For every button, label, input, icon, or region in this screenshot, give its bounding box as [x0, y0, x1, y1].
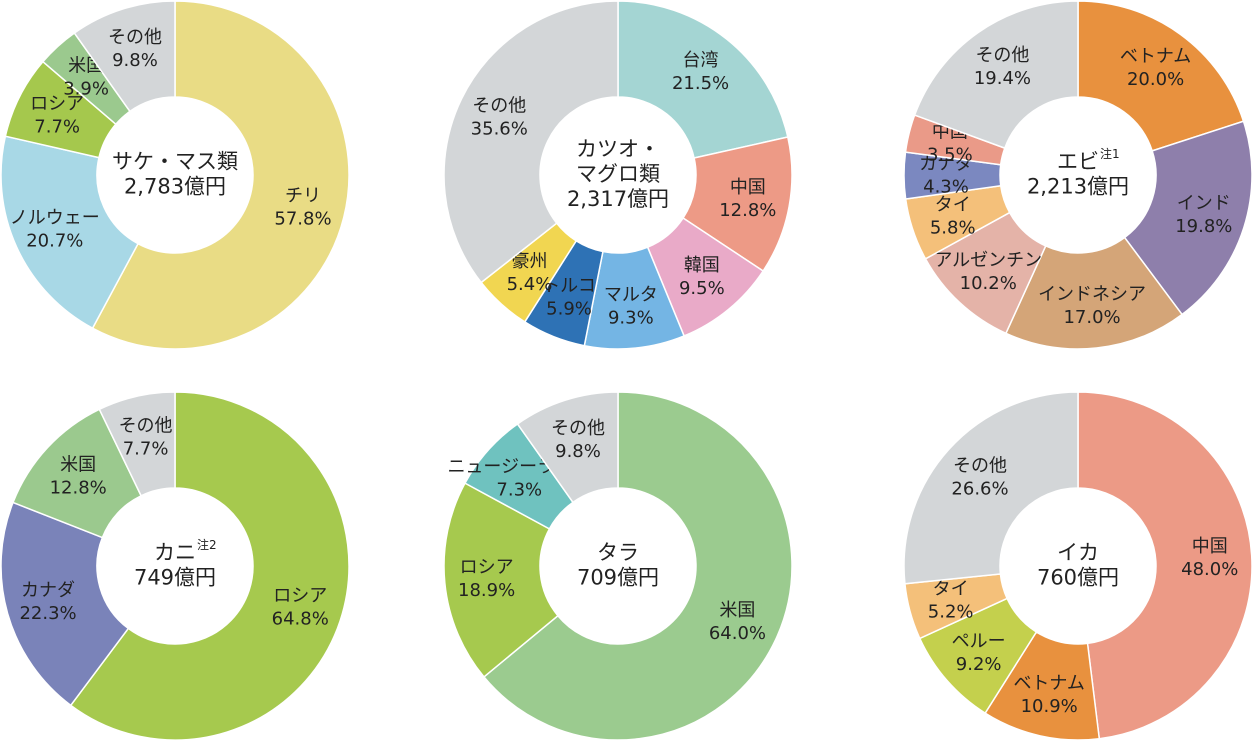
value-label: 9.2%: [956, 654, 1002, 675]
slice-label: 米国: [719, 600, 755, 621]
value-label: 7.7%: [34, 117, 80, 138]
value-label: 35.6%: [471, 118, 528, 139]
value-label: 48.0%: [1181, 559, 1238, 580]
center-label: エビ: [1057, 150, 1099, 174]
center-label: 2,783億円: [124, 175, 226, 199]
slice-label: ベトナム: [1013, 673, 1084, 694]
slice-label: ノルウェー: [10, 208, 100, 229]
center-label: 760億円: [1037, 566, 1119, 590]
center-label: 709億円: [577, 566, 659, 590]
slice-label: アルゼンチン: [934, 250, 1042, 271]
value-label: 18.9%: [458, 580, 515, 601]
value-label: 19.8%: [1175, 216, 1232, 237]
slice: [91, 0, 350, 350]
slice: [98, 391, 176, 497]
value-label: 12.8%: [50, 477, 107, 498]
value-label: 64.0%: [709, 623, 766, 644]
value-label: 5.4%: [507, 274, 553, 295]
value-label: 7.3%: [496, 479, 542, 500]
value-label: 10.2%: [960, 273, 1017, 294]
slice-label: タイ: [935, 195, 971, 216]
slice-label: その他: [472, 95, 526, 116]
value-label: 64.8%: [272, 609, 329, 630]
slice-label: タイ: [933, 579, 969, 600]
slice-label: ロシア: [273, 586, 327, 607]
slice-label: 豪州: [511, 251, 547, 272]
slice: [482, 391, 793, 741]
slice: [913, 0, 1079, 150]
slice: [73, 0, 176, 113]
value-label: 3.9%: [63, 78, 109, 99]
slice-label: その他: [975, 45, 1029, 66]
slice: [1123, 120, 1253, 316]
value-label: 7.7%: [123, 438, 169, 459]
center-label: イカ: [1057, 541, 1099, 565]
value-label: 19.4%: [974, 68, 1031, 89]
value-label: 20.7%: [26, 231, 83, 252]
value-label: 9.5%: [679, 278, 725, 299]
slice-label: その他: [119, 415, 173, 436]
value-label: 20.0%: [1127, 69, 1184, 90]
slice-label: 中国: [1192, 536, 1228, 557]
value-label: 10.9%: [1021, 696, 1078, 717]
center-label: カニ: [154, 541, 196, 565]
slice-label: その他: [953, 456, 1007, 477]
slice: [0, 135, 140, 330]
center-label: タラ: [597, 541, 639, 565]
center-label: サケ・マス類: [112, 150, 238, 174]
title-note: 注1: [1100, 146, 1120, 161]
slice-label: インドネシア: [1038, 284, 1146, 305]
slice: [1077, 391, 1253, 740]
slice: [1004, 236, 1184, 350]
value-label: 26.6%: [951, 479, 1008, 500]
value-label: 9.8%: [112, 50, 158, 71]
center-label: 749億円: [134, 566, 216, 590]
slice-label: マルタ: [604, 284, 658, 305]
slice-label: 韓国: [684, 255, 720, 276]
slice-label: インド: [1177, 193, 1231, 214]
slice: [0, 501, 130, 707]
slice-label: ペルー: [952, 631, 1006, 652]
value-label: 57.8%: [274, 208, 331, 229]
slice: [617, 0, 789, 159]
slice-label: 米国: [60, 454, 96, 475]
slice: [516, 391, 619, 504]
slice-label: ベトナム: [1120, 46, 1191, 67]
value-label: 9.8%: [555, 441, 601, 462]
slice-label: 台湾: [683, 50, 719, 71]
center-label: カツオ・: [576, 137, 660, 161]
value-label: 9.3%: [608, 307, 654, 328]
value-label: 21.5%: [672, 73, 729, 94]
slice-label: その他: [551, 418, 605, 439]
center-label: 2,213億円: [1027, 175, 1129, 199]
slice-label: 中国: [730, 177, 766, 198]
value-label: 5.9%: [546, 299, 592, 320]
slice-label: ロシア: [460, 557, 514, 578]
slice-label: トルコ: [542, 276, 596, 297]
value-label: 5.8%: [930, 218, 976, 239]
slice-label: チリ: [285, 185, 321, 206]
slice-label: ロシア: [30, 94, 84, 115]
value-label: 17.0%: [1063, 307, 1120, 328]
slice: [69, 391, 350, 741]
center-label: 2,317億円: [567, 187, 669, 211]
slice-label: カナダ: [21, 580, 75, 601]
center-label: マグロ類: [576, 162, 660, 186]
value-label: 4.3%: [923, 176, 969, 197]
slice: [443, 482, 559, 678]
slice: [903, 391, 1079, 585]
title-note: 注2: [197, 537, 217, 552]
value-label: 22.3%: [19, 603, 76, 624]
value-label: 12.8%: [719, 200, 776, 221]
slice-label: その他: [108, 27, 162, 48]
slice: [1077, 0, 1245, 152]
value-label: 5.2%: [928, 602, 974, 623]
slice: [443, 0, 619, 284]
value-label: 3.5%: [927, 144, 973, 165]
